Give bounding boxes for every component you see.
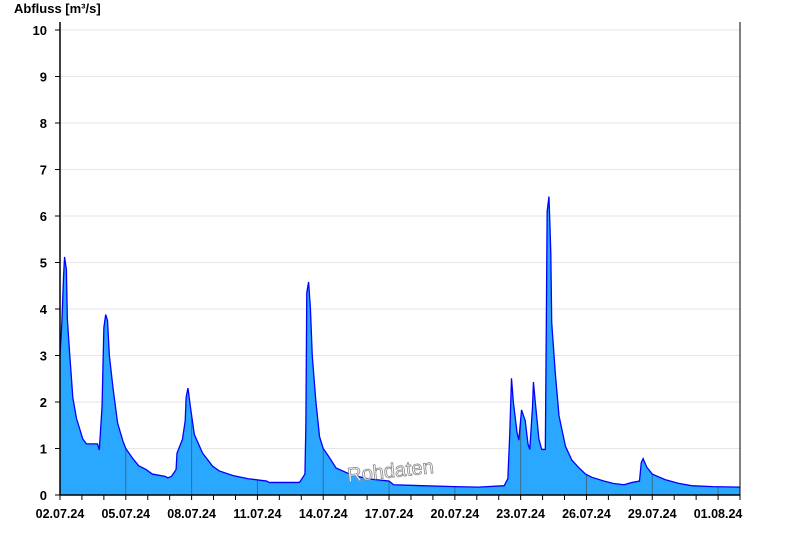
x-tick-label: 26.07.24 <box>562 507 611 521</box>
y-tick-label: 4 <box>40 302 48 317</box>
date-marker-lines <box>60 196 719 495</box>
x-tick-label: 20.07.24 <box>431 507 480 521</box>
x-tick-label: 23.07.24 <box>496 507 545 521</box>
x-tick-label: 01.08.24 <box>694 507 743 521</box>
y-tick-label: 8 <box>40 116 47 131</box>
grid-lines <box>60 29 740 449</box>
y-tick-label: 3 <box>40 349 47 364</box>
y-ticks: 0 1 2 3 4 5 6 7 8 9 10 <box>33 23 60 503</box>
x-tick-label: 08.07.24 <box>167 507 216 521</box>
discharge-line <box>59 196 741 488</box>
x-tick-label: 05.07.24 <box>101 507 150 521</box>
y-axis-title: Abfluss [m³/s] <box>14 1 101 16</box>
y-tick-label: 2 <box>40 395 47 410</box>
y-tick-label: 6 <box>40 209 47 224</box>
y-tick-label: 5 <box>40 256 47 271</box>
discharge-area <box>60 196 740 495</box>
x-tick-label: 17.07.24 <box>365 507 414 521</box>
x-ticks: 02.07.24 05.07.24 08.07.24 11.07.24 14.07.24… <box>36 495 743 521</box>
y-tick-label: 9 <box>40 70 47 85</box>
x-tick-label: 11.07.24 <box>233 507 281 521</box>
axes <box>59 22 741 496</box>
y-tick-label: 7 <box>40 163 47 178</box>
x-tick-label: 14.07.24 <box>299 507 348 521</box>
x-tick-label: 29.07.24 <box>628 507 677 521</box>
y-tick-label: 0 <box>40 488 47 503</box>
y-tick-label: 10 <box>33 23 47 38</box>
watermark: Rohdaten <box>346 456 435 487</box>
y-tick-label: 1 <box>40 442 47 457</box>
x-tick-label: 02.07.24 <box>36 507 85 521</box>
